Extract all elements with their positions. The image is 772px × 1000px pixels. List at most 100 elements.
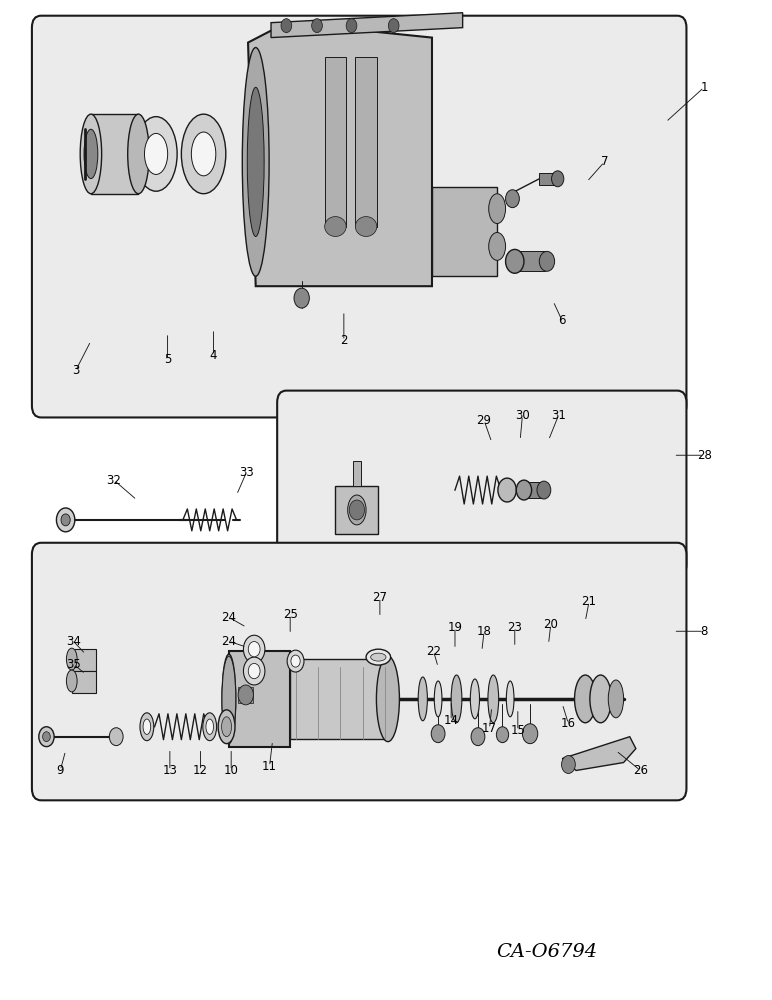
Ellipse shape (84, 129, 98, 179)
Ellipse shape (66, 670, 77, 692)
Text: 26: 26 (633, 764, 648, 777)
Circle shape (39, 727, 54, 747)
Circle shape (537, 481, 550, 499)
Circle shape (294, 288, 310, 308)
Text: 10: 10 (224, 764, 239, 777)
Ellipse shape (347, 495, 366, 525)
Circle shape (540, 251, 554, 271)
Text: 12: 12 (193, 764, 208, 777)
Circle shape (561, 756, 575, 773)
Ellipse shape (590, 675, 611, 723)
Circle shape (506, 190, 520, 208)
Circle shape (523, 724, 538, 744)
Ellipse shape (222, 654, 235, 744)
Text: 3: 3 (72, 364, 80, 377)
Ellipse shape (506, 681, 514, 717)
Text: 1: 1 (700, 81, 708, 94)
FancyBboxPatch shape (32, 16, 686, 417)
Ellipse shape (574, 675, 596, 723)
Ellipse shape (218, 710, 235, 744)
Ellipse shape (144, 133, 168, 174)
Text: 33: 33 (239, 466, 254, 479)
Ellipse shape (191, 132, 216, 176)
Bar (91, 114, 138, 194)
Text: 16: 16 (561, 717, 576, 730)
Ellipse shape (291, 655, 300, 667)
Ellipse shape (206, 719, 214, 734)
Ellipse shape (242, 48, 269, 276)
Text: 11: 11 (262, 760, 277, 773)
Circle shape (349, 500, 364, 520)
Bar (229, 651, 290, 747)
Circle shape (281, 19, 292, 33)
Text: 14: 14 (444, 714, 459, 727)
Ellipse shape (66, 648, 77, 670)
Ellipse shape (366, 649, 391, 665)
Text: 21: 21 (581, 595, 597, 608)
Ellipse shape (470, 679, 479, 719)
Text: 23: 23 (507, 621, 522, 634)
Circle shape (506, 249, 524, 273)
Ellipse shape (203, 713, 217, 741)
Ellipse shape (489, 194, 506, 224)
Ellipse shape (249, 642, 260, 657)
Ellipse shape (503, 480, 512, 500)
Ellipse shape (489, 232, 506, 260)
Bar (353, 461, 361, 486)
FancyBboxPatch shape (277, 391, 686, 577)
Bar (515, 251, 546, 271)
FancyBboxPatch shape (32, 543, 686, 800)
Ellipse shape (249, 663, 260, 679)
Bar (335, 486, 378, 534)
Bar (238, 687, 253, 703)
Ellipse shape (247, 87, 264, 236)
Text: 18: 18 (476, 625, 492, 638)
Text: 15: 15 (510, 724, 525, 737)
Ellipse shape (287, 650, 304, 672)
Ellipse shape (181, 114, 226, 194)
Circle shape (388, 19, 399, 33)
Ellipse shape (488, 675, 499, 723)
Text: 8: 8 (700, 625, 708, 638)
Text: CA-O6794: CA-O6794 (496, 943, 598, 961)
Ellipse shape (377, 656, 399, 742)
Text: 32: 32 (107, 474, 121, 487)
Text: 13: 13 (162, 764, 178, 777)
Text: 6: 6 (558, 314, 566, 327)
Circle shape (56, 508, 75, 532)
Text: 31: 31 (551, 409, 566, 422)
Ellipse shape (222, 656, 235, 742)
Text: 25: 25 (283, 608, 298, 621)
Text: 7: 7 (601, 155, 608, 168)
Circle shape (516, 480, 532, 500)
Bar (72, 649, 96, 671)
Text: 9: 9 (56, 764, 64, 777)
Text: 20: 20 (543, 618, 558, 631)
Bar (523, 482, 542, 498)
Circle shape (498, 478, 516, 502)
Polygon shape (562, 737, 636, 770)
Circle shape (110, 728, 123, 746)
Polygon shape (271, 13, 462, 38)
Polygon shape (248, 23, 432, 286)
Ellipse shape (140, 713, 154, 741)
Text: 17: 17 (482, 722, 497, 735)
Circle shape (471, 728, 485, 746)
Ellipse shape (371, 653, 386, 661)
Text: 28: 28 (696, 449, 712, 462)
Ellipse shape (222, 717, 232, 737)
Ellipse shape (451, 675, 462, 723)
Bar (290, 659, 388, 739)
Text: 19: 19 (448, 621, 462, 634)
Bar (72, 671, 96, 693)
Circle shape (42, 732, 50, 742)
Ellipse shape (608, 680, 624, 718)
Ellipse shape (435, 681, 442, 717)
Ellipse shape (243, 635, 265, 663)
Circle shape (496, 727, 509, 743)
Ellipse shape (143, 719, 151, 734)
Bar (432, 187, 497, 276)
Text: 29: 29 (476, 414, 492, 427)
Text: 34: 34 (66, 635, 81, 648)
Text: 5: 5 (164, 353, 171, 366)
